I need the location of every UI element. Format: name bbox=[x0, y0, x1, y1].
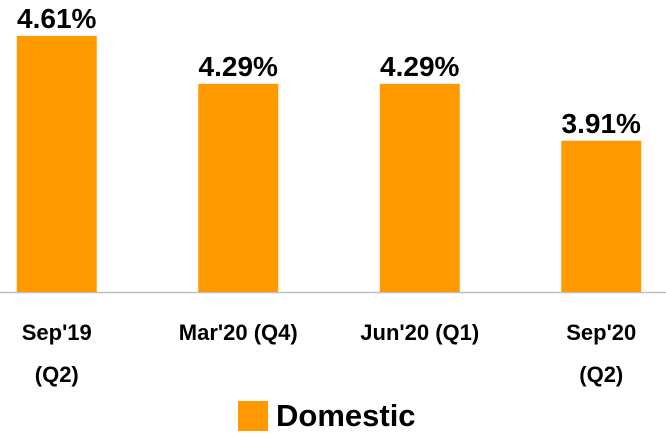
legend-label: Domestic bbox=[276, 398, 416, 433]
x-tick-label: Jun'20 (Q1) bbox=[360, 320, 480, 345]
value-label: 4.29% bbox=[199, 51, 278, 82]
bar bbox=[379, 83, 460, 292]
bar bbox=[198, 83, 279, 292]
value-label: 4.61% bbox=[17, 3, 96, 34]
legend: Domestic bbox=[238, 398, 416, 434]
bar bbox=[16, 35, 97, 292]
x-tick-label: Mar'20 (Q4) bbox=[178, 320, 298, 345]
bar bbox=[561, 140, 642, 292]
x-tick-label: Sep'19 (Q2) bbox=[21, 320, 92, 387]
value-label: 4.29% bbox=[380, 51, 459, 82]
x-tick-label: Sep'20 (Q2) bbox=[566, 320, 637, 387]
value-label: 3.91% bbox=[562, 108, 641, 139]
legend-swatch bbox=[238, 401, 268, 431]
